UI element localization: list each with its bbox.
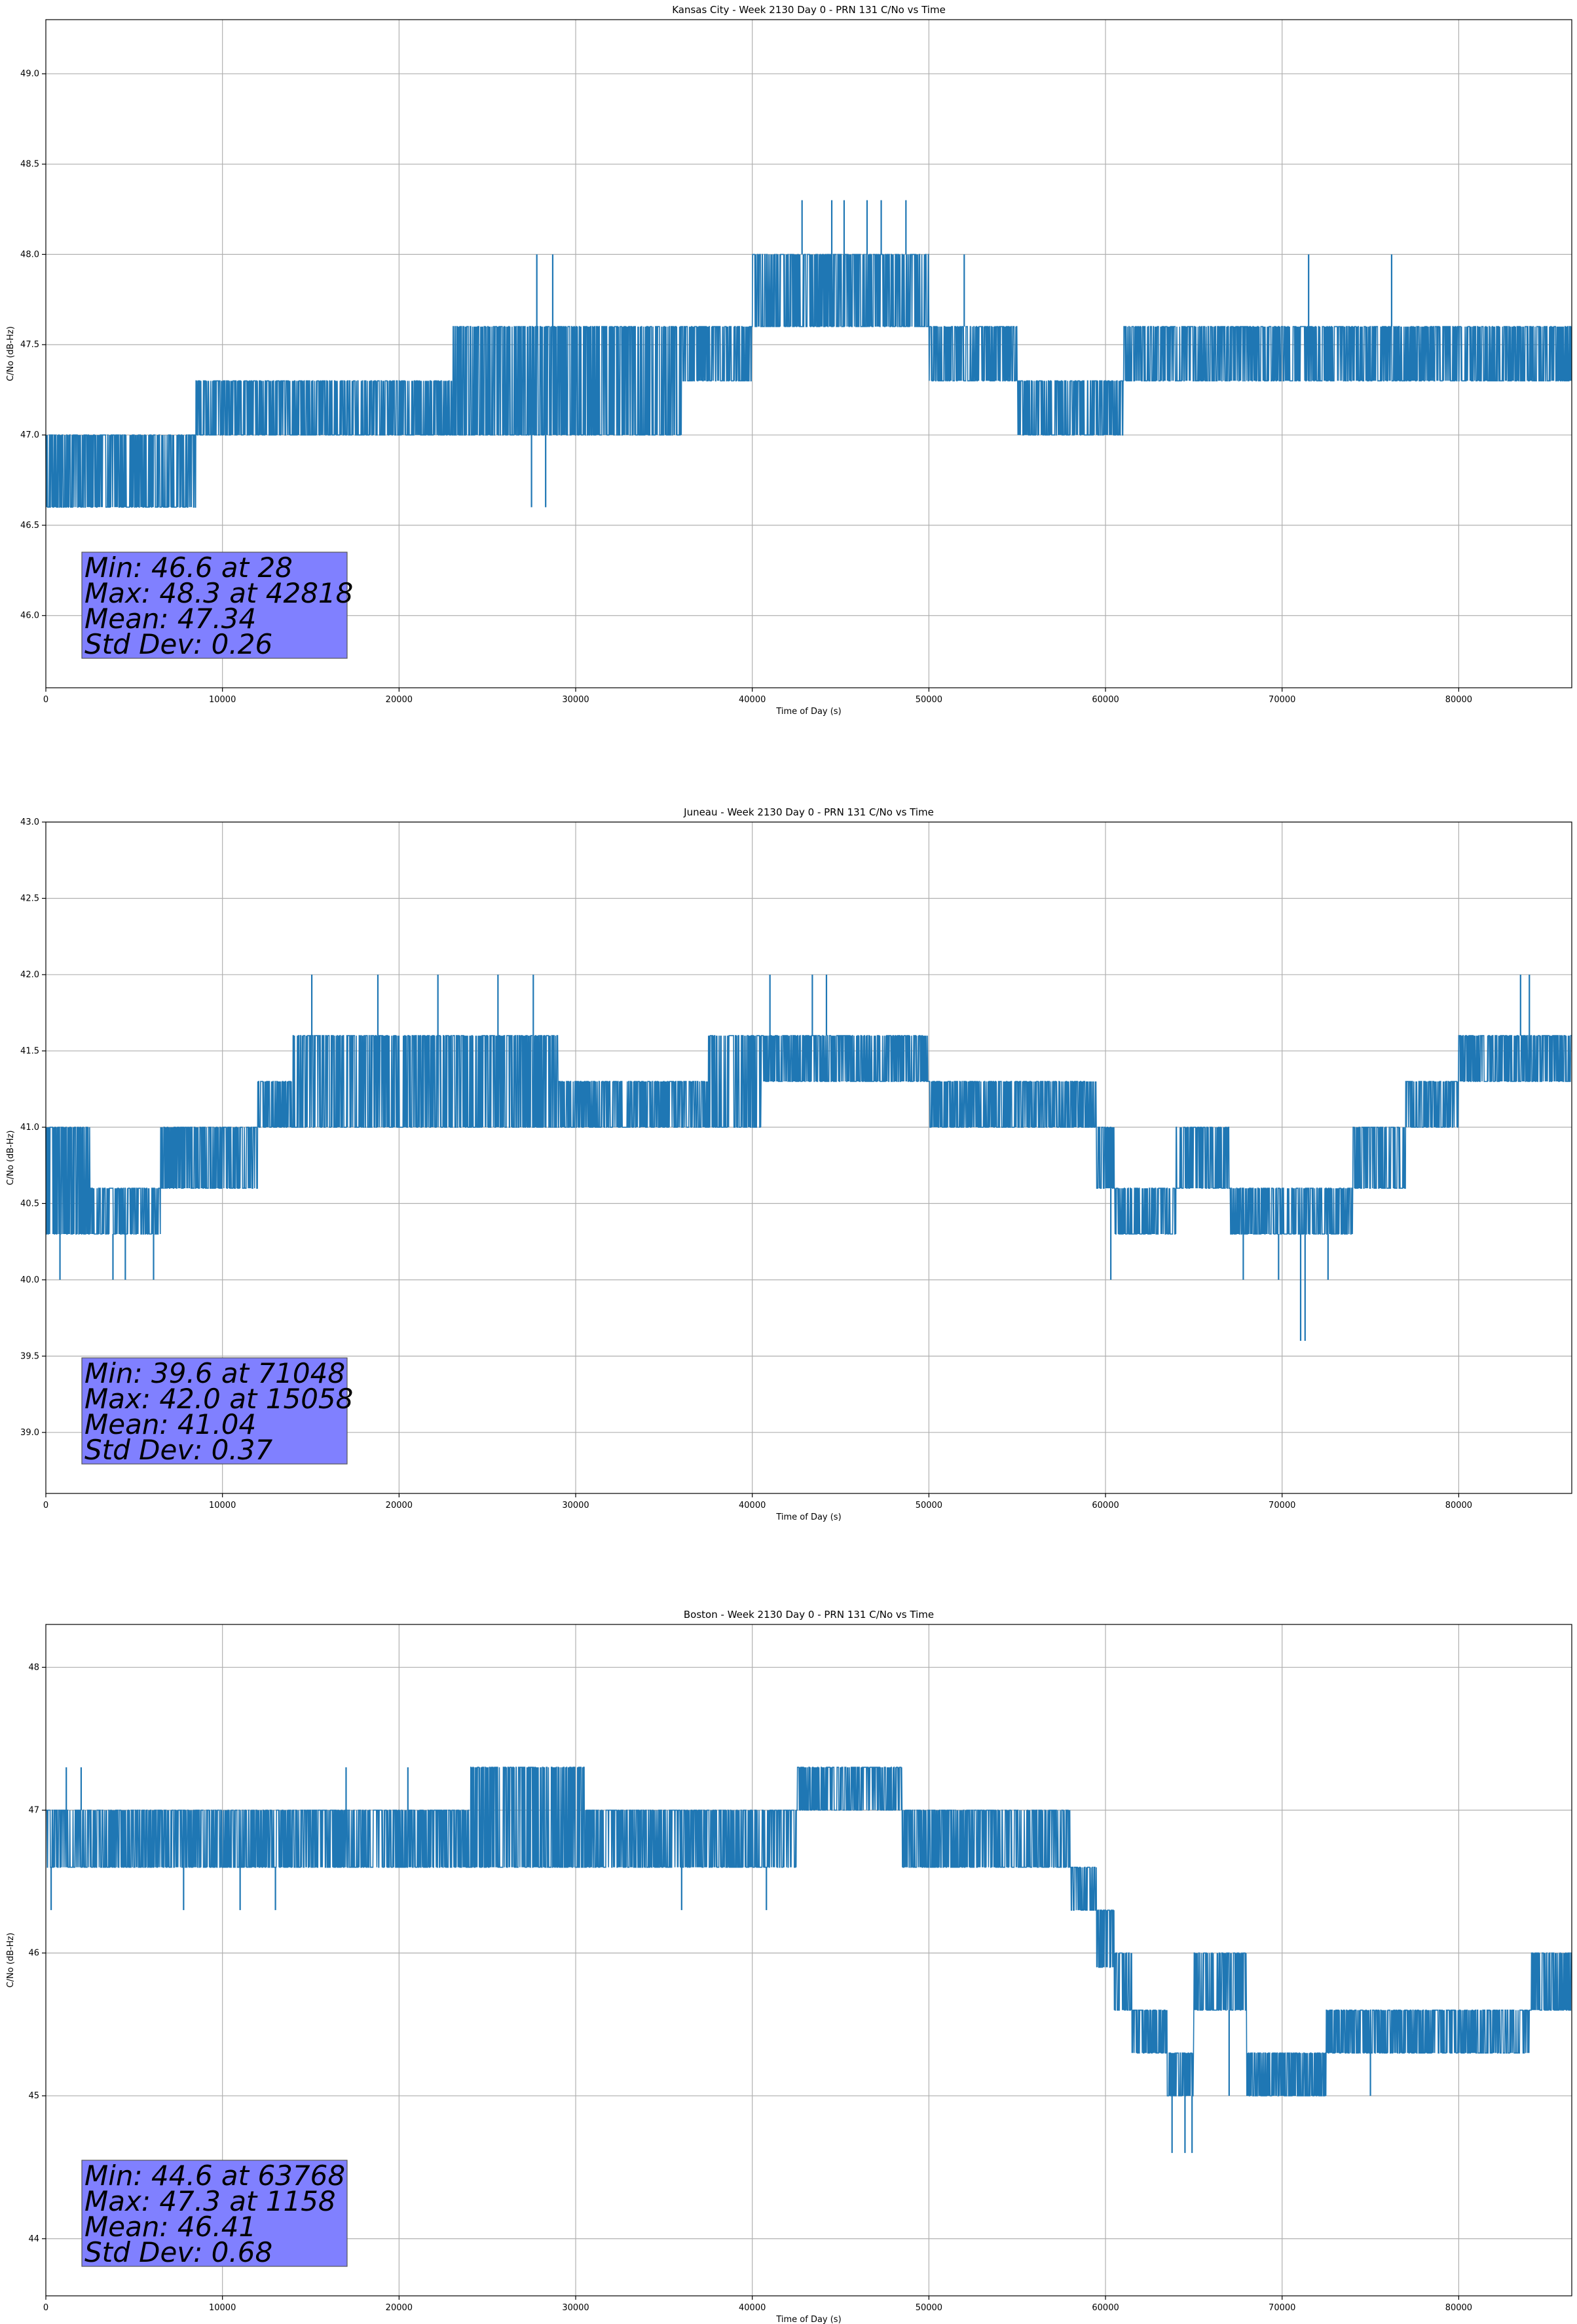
chart-1-xtick-label: 0 (43, 695, 48, 705)
chart-2-xtick-label: 40000 (739, 1501, 766, 1510)
chart-2-ytick-label: 39.5 (20, 1351, 39, 1361)
chart-3-stats-box (81, 2160, 348, 2267)
chart-2-stats-line: Min: 39.6 at 71048 (84, 1357, 345, 1389)
chart-3-xtick-label: 10000 (209, 2303, 236, 2313)
chart-1-plot-frame (45, 19, 1572, 688)
chart-3-xtick-label: 80000 (1445, 2303, 1472, 2313)
chart-2-ytick-label: 39.0 (20, 1428, 39, 1438)
chart-3-xtick-label: 40000 (739, 2303, 766, 2313)
chart-3-xlabel: Time of Day (s) (775, 2315, 841, 2324)
chart-1-xtick-label: 70000 (1269, 695, 1295, 705)
chart-2-xtick-label: 70000 (1269, 1501, 1295, 1510)
chart-1: Kansas City - Week 2130 Day 0 - PRN 131 … (6, 4, 1572, 717)
chart-3-xtick-label: 50000 (916, 2303, 942, 2313)
chart-2-xtick-label: 10000 (209, 1501, 236, 1510)
chart-1-stats-box (81, 552, 348, 659)
chart-2: Juneau - Week 2130 Day 0 - PRN 131 C/No … (6, 806, 1572, 1522)
chart-3-plot-frame (45, 1624, 1572, 2296)
chart-2-title: Juneau - Week 2130 Day 0 - PRN 131 C/No … (683, 806, 934, 818)
chart-2-xtick-label: 30000 (562, 1501, 589, 1510)
chart-1-ylabel: C/No (dB-Hz) (6, 326, 16, 381)
chart-1-xtick-label: 80000 (1445, 695, 1472, 705)
chart-2-plot-frame (45, 821, 1572, 1494)
chart-2-ytick-label: 42.0 (20, 970, 39, 980)
chart-2-ylabel: C/No (dB-Hz) (6, 1131, 16, 1186)
chart-1-xtick-label: 20000 (386, 695, 413, 705)
chart-2-xtick-label: 80000 (1445, 1501, 1472, 1510)
chart-1-ytick-label: 47.5 (20, 340, 39, 350)
chart-2-ytick-label: 42.5 (20, 893, 39, 903)
chart-2-ytick-label: 40.0 (20, 1275, 39, 1285)
chart-3-stats-line: Min: 44.6 at 63768 (84, 2160, 345, 2192)
chart-2-ytick-label: 40.5 (20, 1199, 39, 1209)
chart-1-stats-line: Std Dev: 0.26 (84, 628, 272, 660)
chart-1-stats-line: Min: 46.6 at 28 (84, 552, 293, 584)
chart-3-series-line (46, 1767, 1572, 2097)
chart-2-xtick-label: 20000 (386, 1501, 413, 1510)
chart-3-xtick-label: 70000 (1269, 2303, 1295, 2313)
chart-3-ylabel: C/No (dB-Hz) (6, 1933, 16, 1988)
chart-1-xtick-label: 40000 (739, 695, 766, 705)
chart-3-stats-line: Mean: 46.41 (84, 2211, 256, 2243)
chart-3-ytick-label: 48 (28, 1662, 39, 1672)
chart-2-series-line (45, 1035, 1572, 1235)
chart-2-xtick-label: 0 (43, 1501, 48, 1510)
chart-2-stats-line: Max: 42.0 at 15058 (84, 1383, 353, 1415)
chart-3-ytick-label: 46 (28, 1949, 39, 1959)
chart-1-ytick-label: 48.0 (20, 250, 39, 259)
chart-3: Boston - Week 2130 Day 0 - PRN 131 C/No … (6, 1609, 1572, 2324)
chart-2-ytick-label: 43.0 (20, 817, 39, 827)
chart-1-title: Kansas City - Week 2130 Day 0 - PRN 131 … (672, 4, 946, 16)
chart-2-ytick-label: 41.0 (20, 1123, 39, 1133)
chart-3-stats-line: Std Dev: 0.68 (84, 2236, 272, 2268)
chart-1-stats-line: Mean: 47.34 (84, 603, 256, 635)
chart-3-ytick-label: 45 (28, 2091, 39, 2101)
chart-2-ytick-label: 41.5 (20, 1046, 39, 1056)
chart-3-ytick-label: 44 (28, 2234, 39, 2244)
chart-1-xtick-label: 60000 (1092, 695, 1119, 705)
chart-1-ytick-label: 47.0 (20, 430, 39, 440)
chart-1-ytick-label: 48.5 (20, 160, 39, 170)
chart-1-stats-line: Max: 48.3 at 42818 (84, 577, 353, 609)
chart-1-xlabel: Time of Day (s) (775, 707, 841, 717)
chart-3-stats-line: Max: 47.3 at 1158 (84, 2185, 336, 2217)
chart-3-xtick-label: 60000 (1092, 2303, 1119, 2313)
chart-3-xtick-label: 20000 (386, 2303, 413, 2313)
chart-1-ytick-label: 49.0 (20, 69, 39, 79)
chart-3-xtick-label: 0 (43, 2303, 48, 2313)
chart-2-stats-box (81, 1357, 348, 1465)
chart-2-xtick-label: 50000 (916, 1501, 942, 1510)
chart-2-stats-line: Mean: 41.04 (84, 1408, 256, 1440)
chart-3-ytick-label: 47 (28, 1806, 39, 1816)
chart-1-xtick-label: 30000 (562, 695, 589, 705)
chart-1-xtick-label: 10000 (209, 695, 236, 705)
chart-1-ytick-label: 46.0 (20, 611, 39, 621)
chart-2-stats-line: Std Dev: 0.37 (84, 1434, 272, 1466)
chart-1-series-line (45, 253, 1572, 508)
chart-1-xtick-label: 50000 (916, 695, 942, 705)
chart-3-xtick-label: 30000 (562, 2303, 589, 2313)
chart-2-xtick-label: 60000 (1092, 1501, 1119, 1510)
chart-1-ytick-label: 46.5 (20, 521, 39, 531)
chart-2-xlabel: Time of Day (s) (775, 1512, 841, 1522)
chart-3-title: Boston - Week 2130 Day 0 - PRN 131 C/No … (684, 1609, 934, 1621)
